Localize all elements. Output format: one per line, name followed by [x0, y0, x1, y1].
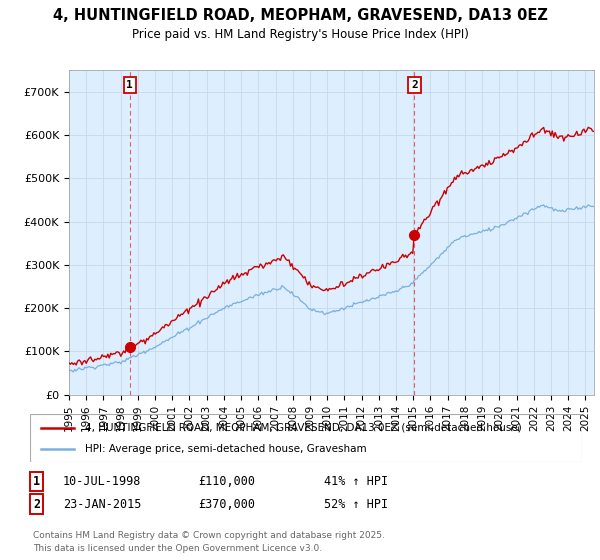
Text: 2: 2 [411, 80, 418, 90]
Text: Contains HM Land Registry data © Crown copyright and database right 2025.: Contains HM Land Registry data © Crown c… [33, 531, 385, 540]
Text: £370,000: £370,000 [198, 497, 255, 511]
Text: 1: 1 [127, 80, 133, 90]
Text: 52% ↑ HPI: 52% ↑ HPI [324, 497, 388, 511]
Text: 23-JAN-2015: 23-JAN-2015 [63, 497, 142, 511]
Text: 2: 2 [33, 497, 40, 511]
Text: 1: 1 [33, 475, 40, 488]
Text: Price paid vs. HM Land Registry's House Price Index (HPI): Price paid vs. HM Land Registry's House … [131, 28, 469, 41]
Text: 4, HUNTINGFIELD ROAD, MEOPHAM, GRAVESEND, DA13 0EZ: 4, HUNTINGFIELD ROAD, MEOPHAM, GRAVESEND… [53, 8, 547, 24]
Text: 4, HUNTINGFIELD ROAD, MEOPHAM, GRAVESEND, DA13 0EZ (semi-detached house): 4, HUNTINGFIELD ROAD, MEOPHAM, GRAVESEND… [85, 423, 522, 433]
Text: £110,000: £110,000 [198, 475, 255, 488]
Text: 10-JUL-1998: 10-JUL-1998 [63, 475, 142, 488]
Text: 41% ↑ HPI: 41% ↑ HPI [324, 475, 388, 488]
Text: This data is licensed under the Open Government Licence v3.0.: This data is licensed under the Open Gov… [33, 544, 322, 553]
Text: HPI: Average price, semi-detached house, Gravesham: HPI: Average price, semi-detached house,… [85, 444, 367, 454]
